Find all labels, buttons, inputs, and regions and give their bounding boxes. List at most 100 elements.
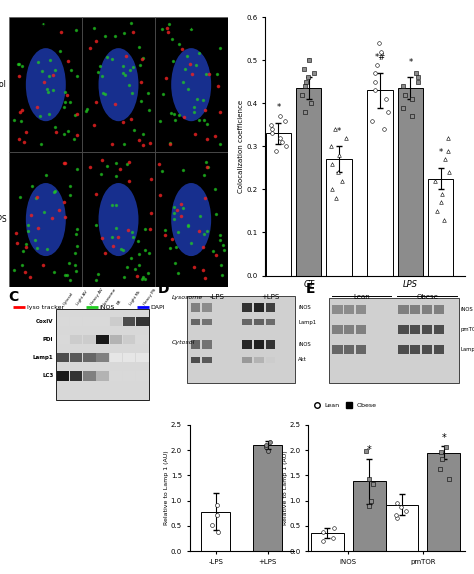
Text: iNOS: iNOS: [298, 305, 311, 310]
Point: [140, 273, 147, 282]
Point: [369, 480, 377, 489]
Point: [216, 139, 223, 149]
Point: [34, 243, 41, 253]
Bar: [254, 303, 264, 312]
Point: [114, 232, 122, 242]
Point: [103, 162, 111, 171]
Point: [368, 116, 375, 125]
Point: [18, 261, 26, 270]
Point: [108, 232, 116, 242]
Bar: [434, 305, 444, 314]
Point: [371, 77, 378, 87]
Text: *: *: [337, 127, 341, 135]
Point: [408, 111, 416, 121]
Bar: [56, 371, 69, 381]
Point: [380, 125, 388, 134]
Point: [98, 71, 106, 80]
Point: [159, 90, 167, 99]
Point: [167, 108, 174, 117]
Bar: [202, 303, 212, 312]
Bar: [96, 352, 109, 362]
Point: [94, 269, 102, 278]
Point: [174, 268, 182, 277]
Point: [335, 150, 343, 160]
Point: [281, 116, 289, 125]
Point: [137, 77, 145, 87]
Bar: [202, 340, 212, 349]
Point: [86, 162, 94, 172]
Point: [181, 112, 188, 121]
Bar: [202, 356, 212, 363]
Point: [60, 197, 68, 206]
Point: [210, 246, 217, 255]
Point: [365, 501, 373, 510]
Point: [35, 57, 42, 67]
Point: [283, 142, 290, 151]
Point: [139, 141, 146, 150]
Point: [12, 228, 20, 238]
Y-axis label: Relative to Lamp 1 (AU): Relative to Lamp 1 (AU): [283, 451, 288, 525]
Point: [97, 61, 104, 71]
Point: [203, 119, 210, 128]
Point: [121, 273, 128, 282]
Ellipse shape: [171, 183, 211, 256]
Point: [135, 42, 143, 52]
Text: LC3: LC3: [42, 374, 54, 378]
Point: [124, 160, 131, 169]
Point: [202, 69, 210, 78]
Bar: [434, 325, 444, 334]
Point: [87, 44, 94, 53]
Text: iNOS: iNOS: [460, 307, 473, 312]
Point: [193, 95, 201, 104]
Bar: [242, 356, 252, 363]
Point: [184, 84, 192, 94]
Point: [14, 60, 21, 69]
Point: [214, 500, 221, 509]
Bar: [191, 303, 200, 312]
Bar: [332, 325, 343, 334]
Point: [399, 82, 407, 91]
Point: [397, 502, 405, 511]
Bar: [398, 325, 409, 334]
Point: [219, 241, 227, 250]
Point: [266, 438, 273, 447]
Point: [16, 72, 23, 81]
Point: [118, 245, 125, 254]
Point: [211, 131, 219, 141]
Point: [201, 170, 208, 179]
Point: [163, 73, 170, 83]
Point: [140, 130, 147, 139]
Bar: [266, 319, 275, 325]
Point: [204, 134, 211, 143]
Point: [299, 90, 306, 99]
Point: [103, 52, 110, 61]
Point: [73, 25, 80, 34]
Point: [166, 139, 174, 148]
Point: [168, 234, 176, 243]
Point: [60, 158, 68, 168]
Point: [128, 88, 136, 97]
Bar: [123, 371, 136, 381]
Point: [437, 464, 444, 474]
Point: [65, 259, 73, 268]
Point: [136, 261, 143, 270]
Point: [49, 86, 56, 95]
Point: [267, 121, 274, 130]
Point: [332, 193, 339, 203]
Point: [44, 88, 52, 97]
Point: [328, 159, 336, 168]
Point: [92, 98, 100, 107]
Point: [73, 165, 81, 174]
Point: [301, 82, 309, 91]
Point: [187, 59, 194, 68]
Point: [111, 31, 119, 40]
Text: Light Mt: Light Mt: [129, 290, 142, 306]
Bar: [70, 335, 82, 344]
Point: [414, 77, 422, 87]
Point: [137, 96, 145, 106]
Point: [276, 111, 284, 121]
Point: [66, 276, 74, 285]
Point: [73, 130, 81, 139]
Point: [136, 250, 143, 259]
Point: [55, 205, 63, 215]
